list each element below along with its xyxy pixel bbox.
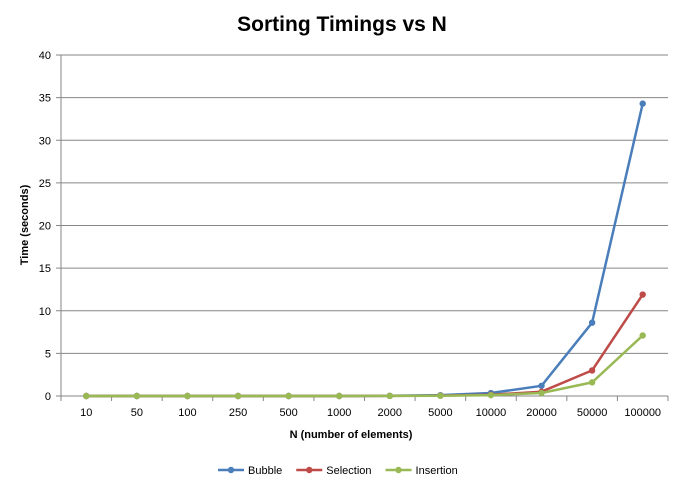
data-point-insertion — [386, 392, 393, 400]
series-line-selection — [86, 293, 644, 398]
x-tick-label: 5000 — [428, 407, 452, 419]
y-tick-label: 35 — [39, 93, 51, 105]
legend: Bubble Selection Insertion — [218, 465, 458, 477]
x-tick-label: 100000 — [624, 407, 661, 419]
y-tick-label: 10 — [39, 306, 51, 318]
legend-marker-selection — [306, 466, 313, 474]
data-point-insertion — [437, 392, 444, 399]
series-line-insertion — [86, 334, 644, 398]
x-tick-labels: 10 50 100 250 500 1000 2000 5000 10000 20000 50000… — [80, 407, 661, 419]
x-tick-label: 20000 — [526, 407, 557, 419]
data-point-insertion — [487, 391, 495, 399]
x-tick-label: 50000 — [577, 407, 608, 419]
y-tick-label: 20 — [39, 221, 51, 233]
x-tick-label: 100 — [178, 407, 196, 419]
series-line-bubble — [86, 103, 644, 398]
y-tick-label: 30 — [39, 135, 51, 147]
x-tick-label: 250 — [229, 407, 247, 419]
chart-title: Sorting Timings vs N — [237, 13, 447, 36]
data-point-insertion — [538, 389, 545, 397]
axes — [56, 54, 669, 401]
legend-item-bubble: Bubble — [218, 465, 282, 477]
legend-item-selection: Selection — [296, 465, 372, 477]
y-tick-label: 25 — [39, 178, 51, 190]
legend-label-selection: Selection — [326, 465, 371, 477]
data-point-insertion — [184, 392, 191, 400]
legend-marker-bubble — [227, 466, 235, 474]
y-tick-label: 5 — [45, 348, 51, 360]
y-tick-labels: 0 5 10 15 20 25 30 35 40 — [39, 50, 51, 403]
data-point-bubble — [538, 382, 545, 389]
y-tick-label: 0 — [45, 391, 51, 403]
data-point-insertion — [639, 332, 646, 339]
data-point-insertion — [336, 392, 343, 400]
data-point-bubble — [639, 100, 646, 107]
data-point-insertion — [133, 392, 141, 400]
data-point-selection — [639, 291, 646, 298]
data-point-insertion — [588, 379, 596, 386]
y-tick-label: 40 — [39, 50, 51, 62]
legend-label-insertion: Insertion — [416, 465, 458, 477]
x-tick-label: 50 — [131, 407, 143, 419]
x-axis-title: N (number of elements) — [290, 429, 413, 441]
x-tick-label: 10000 — [476, 407, 507, 419]
data-point-bubble — [588, 319, 596, 326]
x-tick-label: 1000 — [327, 407, 351, 419]
x-tick-label: 500 — [279, 407, 297, 419]
data-point-selection — [588, 367, 596, 374]
y-axis-title: Time (seconds) — [19, 184, 31, 265]
data-point-insertion — [83, 392, 90, 400]
series-lines — [83, 100, 646, 400]
y-tick-label: 15 — [39, 263, 51, 275]
legend-label-bubble: Bubble — [248, 465, 282, 477]
legend-item-insertion: Insertion — [385, 465, 458, 477]
legend-marker-insertion — [395, 466, 402, 474]
data-point-insertion — [234, 392, 242, 400]
data-point-insertion — [285, 392, 292, 400]
x-tick-label: 2000 — [378, 407, 402, 419]
gridlines — [61, 54, 668, 354]
x-tick-label: 10 — [80, 407, 92, 419]
